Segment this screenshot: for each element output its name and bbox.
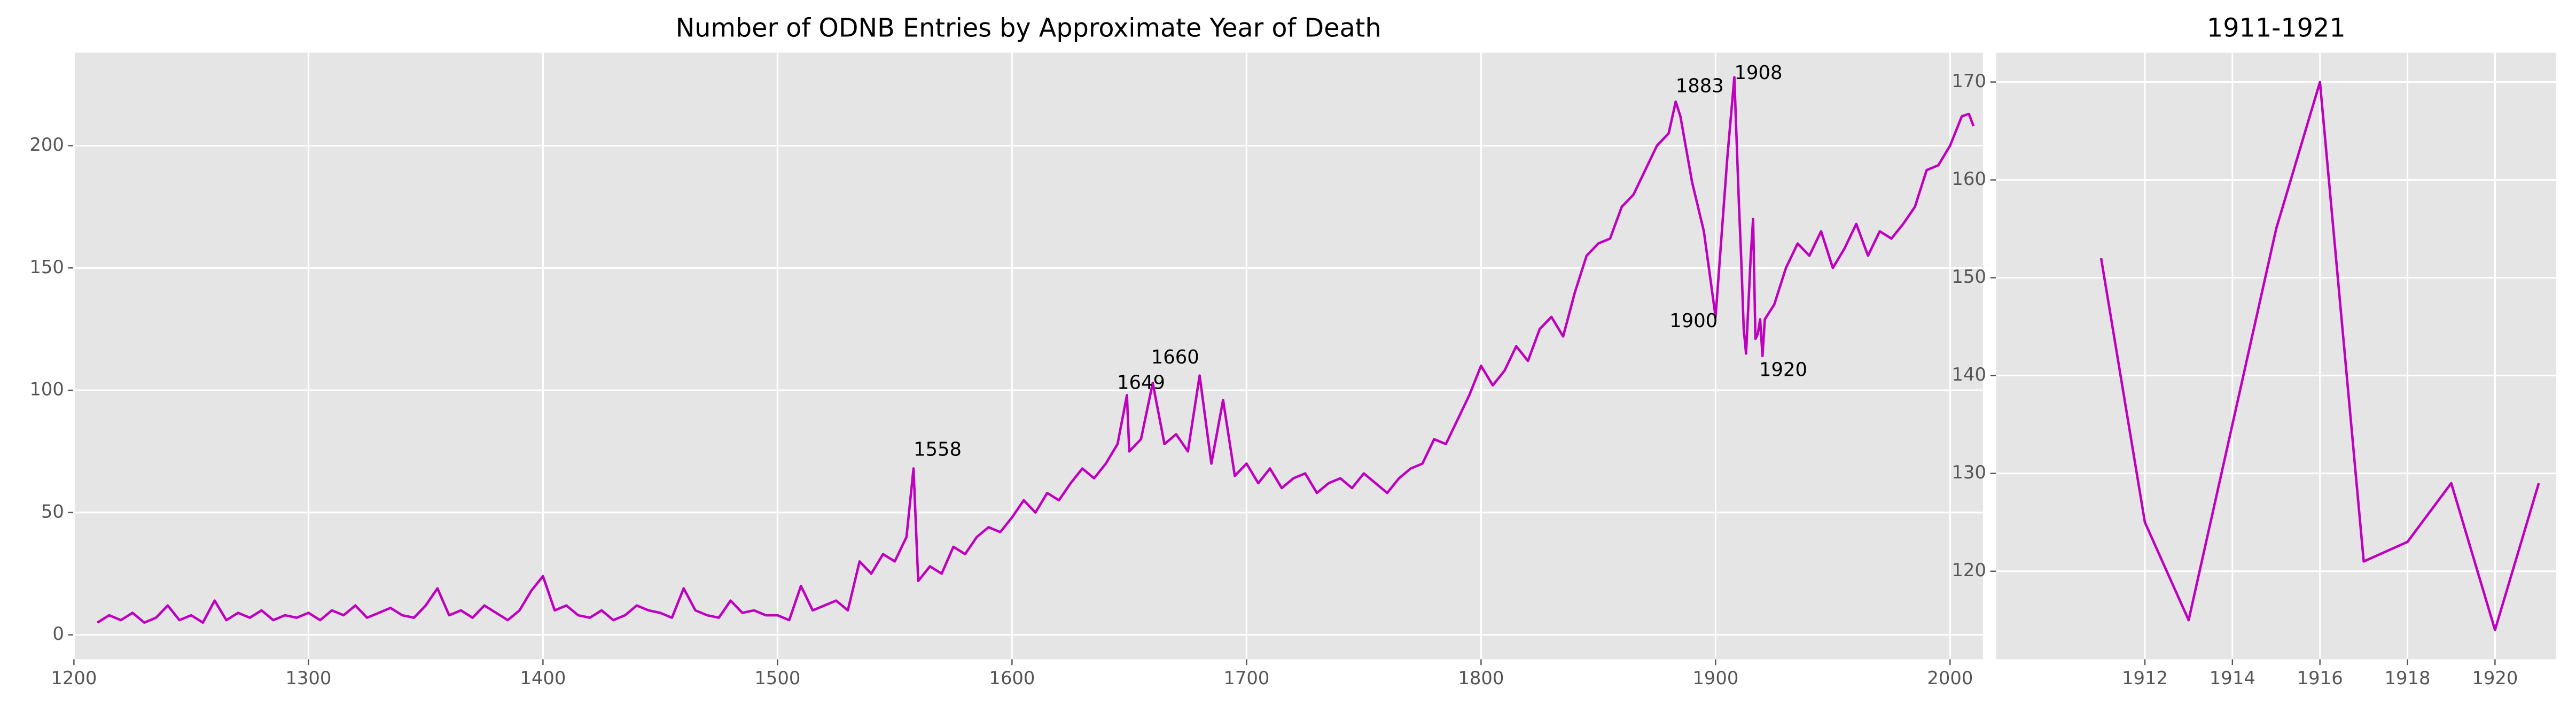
x-tick-label: 1800 [1458, 668, 1504, 688]
x-tick-label: 1900 [1692, 668, 1738, 688]
x-tick-label: 1300 [285, 668, 331, 688]
plot-area [1996, 52, 2557, 660]
annotation: 1558 [914, 439, 962, 461]
data-line [97, 76, 1975, 624]
x-tick-label: 1920 [2472, 668, 2518, 688]
y-tick-label: 150 [29, 257, 64, 277]
y-tick-label: 200 [29, 134, 64, 155]
x-tick-label: 1918 [2385, 668, 2431, 688]
x-tick-label: 1912 [2122, 668, 2168, 688]
chart-title: 1911-1921 [2207, 14, 2346, 43]
x-tick-label: 1500 [754, 668, 800, 688]
annotation: 1900 [1669, 310, 1718, 332]
data-line [2099, 81, 2540, 631]
y-tick-label: 140 [1951, 364, 1986, 385]
y-tick-label: 170 [1951, 71, 1986, 91]
y-tick-label: 100 [29, 379, 64, 400]
chart-title: Number of ODNB Entries by Approximate Ye… [676, 14, 1381, 43]
x-tick-label: 1916 [2297, 668, 2343, 688]
y-tick-label: 0 [52, 623, 64, 644]
y-tick-label: 130 [1951, 462, 1986, 483]
annotation: 1649 [1117, 372, 1165, 394]
x-tick-label: 1600 [989, 668, 1035, 688]
y-tick-label: 120 [1951, 560, 1986, 581]
x-tick-label: 1700 [1223, 668, 1269, 688]
x-tick-label: 1400 [520, 668, 566, 688]
x-tick-label: 1914 [2210, 668, 2255, 688]
annotation: 1908 [1734, 62, 1782, 84]
x-tick-label: 1200 [51, 668, 97, 688]
annotation: 1920 [1759, 359, 1807, 381]
plot-area [74, 52, 1983, 660]
y-tick-label: 150 [1951, 266, 1986, 287]
x-tick-label: 2000 [1927, 668, 1973, 688]
annotation: 1883 [1676, 75, 1724, 97]
annotation: 1660 [1151, 346, 1199, 368]
y-tick-label: 50 [41, 501, 64, 522]
y-tick-label: 160 [1951, 168, 1986, 189]
